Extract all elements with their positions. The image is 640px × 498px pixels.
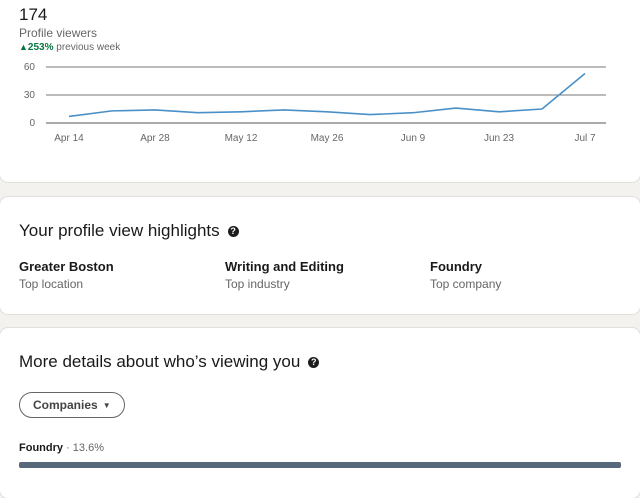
viewer-count-label: Profile viewers: [19, 26, 98, 40]
highlights-card: Your profile view highlights? Greater Bo…: [0, 197, 640, 314]
data-point[interactable]: [106, 105, 118, 117]
company-row[interactable]: Foundry · 13.6%: [19, 442, 104, 454]
highlight-location-value: Greater Boston: [19, 259, 114, 274]
question-icon[interactable]: ?: [308, 357, 320, 368]
y-tick-label: 60: [24, 62, 36, 73]
profile-viewers-card: 174 Profile viewers ▲253% previous week …: [0, 0, 640, 182]
highlight-industry-label: Top industry: [225, 277, 290, 291]
highlight-industry-value: Writing and Editing: [225, 259, 344, 274]
highlights-title: Your profile view highlights: [19, 221, 220, 240]
highlight-company[interactable]: Foundry Top company: [430, 259, 501, 291]
highlights-heading: Your profile view highlights?: [19, 221, 239, 241]
x-tick-label: Jul 7: [574, 133, 596, 144]
x-tick-label: Apr 28: [140, 133, 170, 144]
data-point[interactable]: [364, 109, 376, 121]
data-point[interactable]: [149, 104, 161, 116]
data-point[interactable]: [450, 102, 462, 114]
data-point[interactable]: [407, 107, 419, 119]
company-name: Foundry: [19, 442, 63, 454]
company-percent: 13.6%: [72, 442, 104, 454]
details-title: More details about who’s viewing you: [19, 352, 301, 371]
data-point[interactable]: [321, 106, 333, 118]
x-tick-label: Apr 14: [54, 133, 84, 144]
data-point[interactable]: [63, 110, 75, 122]
series-line: [68, 72, 586, 118]
trend-percent: 253%: [27, 42, 54, 53]
highlight-company-value: Foundry: [430, 259, 482, 274]
x-tick-label: Jun 9: [401, 133, 426, 144]
trend-indicator: ▲253% previous week: [19, 42, 120, 53]
viewer-details-card: More details about who’s viewing you? Co…: [0, 328, 640, 498]
x-tick-label: Jun 23: [484, 133, 514, 144]
data-point[interactable]: [579, 68, 591, 80]
y-tick-label: 30: [24, 90, 36, 101]
y-tick-label: 0: [29, 118, 35, 129]
companies-filter-label: Companies: [33, 398, 98, 412]
trend-up-icon: ▲: [19, 42, 28, 52]
highlight-company-label: Top company: [430, 277, 502, 291]
companies-filter-button[interactable]: Companies ▼: [19, 392, 125, 418]
data-point[interactable]: [235, 106, 247, 118]
data-point[interactable]: [493, 106, 505, 118]
caret-down-icon: ▼: [102, 401, 111, 410]
highlight-location-label: Top location: [19, 277, 84, 291]
highlight-industry[interactable]: Writing and Editing Top industry: [225, 259, 344, 291]
company-bar-track: [19, 462, 621, 468]
question-icon[interactable]: ?: [227, 226, 239, 237]
highlight-location[interactable]: Greater Boston Top location: [19, 259, 114, 291]
details-heading: More details about who’s viewing you?: [19, 352, 320, 372]
data-point[interactable]: [536, 103, 548, 115]
x-tick-label: May 12: [225, 133, 258, 144]
company-bar-fill: [19, 462, 621, 468]
data-point[interactable]: [278, 104, 290, 116]
company-separator: ·: [63, 442, 73, 454]
trend-text: previous week: [56, 42, 121, 53]
viewer-count: 174: [19, 5, 48, 24]
data-point[interactable]: [192, 107, 204, 119]
profile-views-chart: 60 30 0 Apr 14 Apr 28 May 12 May 26 Jun 9 Jun 23…: [24, 62, 606, 144]
x-tick-label: May 26: [311, 133, 344, 144]
